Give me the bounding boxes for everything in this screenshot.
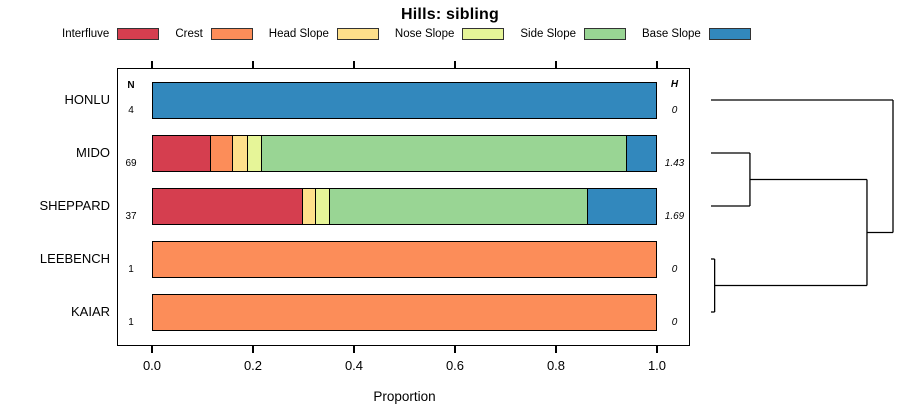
legend-label: Side Slope [520, 28, 576, 40]
h-value: 1.43 [664, 158, 685, 169]
bottom-axis-tick [353, 346, 355, 353]
top-axis-tick [151, 61, 153, 68]
row-label-sheppard: SHEPPARD [39, 198, 110, 213]
legend-swatch-icon [708, 28, 751, 40]
stacked-bar-kaiar [152, 293, 657, 331]
row-label-leebench: LEEBENCH [39, 251, 110, 266]
legend-swatch-icon [210, 28, 253, 40]
x-tick-label: 0.6 [445, 358, 465, 373]
bar-segment-side-slope [262, 135, 627, 171]
top-axis-tick [555, 61, 557, 68]
legend-item-nose-slope: Nose Slope [394, 28, 505, 40]
bar-segment-base-slope [626, 135, 656, 171]
bottom-axis-tick [656, 346, 658, 353]
n-value: 69 [125, 158, 137, 169]
h-value: 0 [671, 264, 678, 275]
bar-segment-crest [153, 294, 656, 330]
bottom-axis-tick [555, 346, 557, 353]
n-value: 37 [125, 211, 137, 222]
bar-segment-nose-slope [316, 188, 330, 224]
legend-item-head-slope: Head Slope [269, 28, 379, 40]
bar-segment-side-slope [329, 188, 588, 224]
bar-segment-base-slope [153, 82, 656, 118]
bottom-axis-tick [454, 346, 456, 353]
legend-swatch-icon [117, 28, 160, 40]
bar-segment-head-slope [302, 188, 317, 224]
x-tick-label: 0.2 [243, 358, 263, 373]
bar-segment-head-slope [233, 135, 248, 171]
x-tick-label: 0.8 [546, 358, 566, 373]
h-value: 0 [671, 105, 678, 116]
stacked-bar-honlu [152, 81, 657, 119]
legend-item-side-slope: Side Slope [520, 28, 626, 40]
x-tick-label: 1.0 [647, 358, 667, 373]
legend: Interfluve Crest Head Slope Nose Slope Side … [62, 28, 751, 40]
legend-label: Base Slope [642, 28, 701, 40]
bar-segment-nose-slope [247, 135, 263, 171]
h-column-header: H [670, 79, 679, 90]
n-column-header: N [127, 80, 135, 91]
x-tick-label: 0.4 [344, 358, 364, 373]
legend-item-base-slope: Base Slope [642, 28, 751, 40]
row-label-honlu: HONLU [64, 92, 110, 107]
legend-swatch-icon [336, 28, 379, 40]
bar-segment-base-slope [587, 188, 656, 224]
bottom-axis-tick [252, 346, 254, 353]
legend-item-crest: Crest [175, 28, 253, 40]
bar-segment-crest [211, 135, 234, 171]
x-tick-label: 0.0 [142, 358, 162, 373]
bar-segment-interfluve [153, 188, 303, 224]
n-value: 1 [128, 264, 134, 275]
h-value: 1.69 [664, 211, 685, 222]
top-axis-tick [454, 61, 456, 68]
legend-label: Interfluve [62, 28, 110, 40]
stacked-bar-mido [152, 134, 657, 172]
top-axis-tick [353, 61, 355, 68]
legend-label: Head Slope [268, 28, 329, 40]
bar-segment-crest [153, 241, 656, 277]
row-label-mido: MIDO [76, 145, 110, 160]
h-value: 0 [671, 317, 678, 328]
stacked-bar-sheppard [152, 187, 657, 225]
x-axis-title: Proportion [373, 389, 436, 404]
chart-title: Hills: sibling [401, 6, 499, 23]
legend-label: Crest [175, 28, 203, 40]
n-value: 4 [128, 105, 134, 116]
top-axis-tick [656, 61, 658, 68]
n-value: 1 [128, 317, 134, 328]
legend-label: Nose Slope [394, 28, 455, 40]
legend-swatch-icon [584, 28, 626, 40]
stacked-bar-leebench [152, 240, 657, 278]
top-axis-tick [252, 61, 254, 68]
legend-item-interfluve: Interfluve [62, 28, 160, 40]
bottom-axis-tick [151, 346, 153, 353]
bar-segment-interfluve [153, 135, 212, 171]
legend-swatch-icon [462, 28, 505, 40]
row-label-kaiar: KAIAR [70, 304, 110, 319]
